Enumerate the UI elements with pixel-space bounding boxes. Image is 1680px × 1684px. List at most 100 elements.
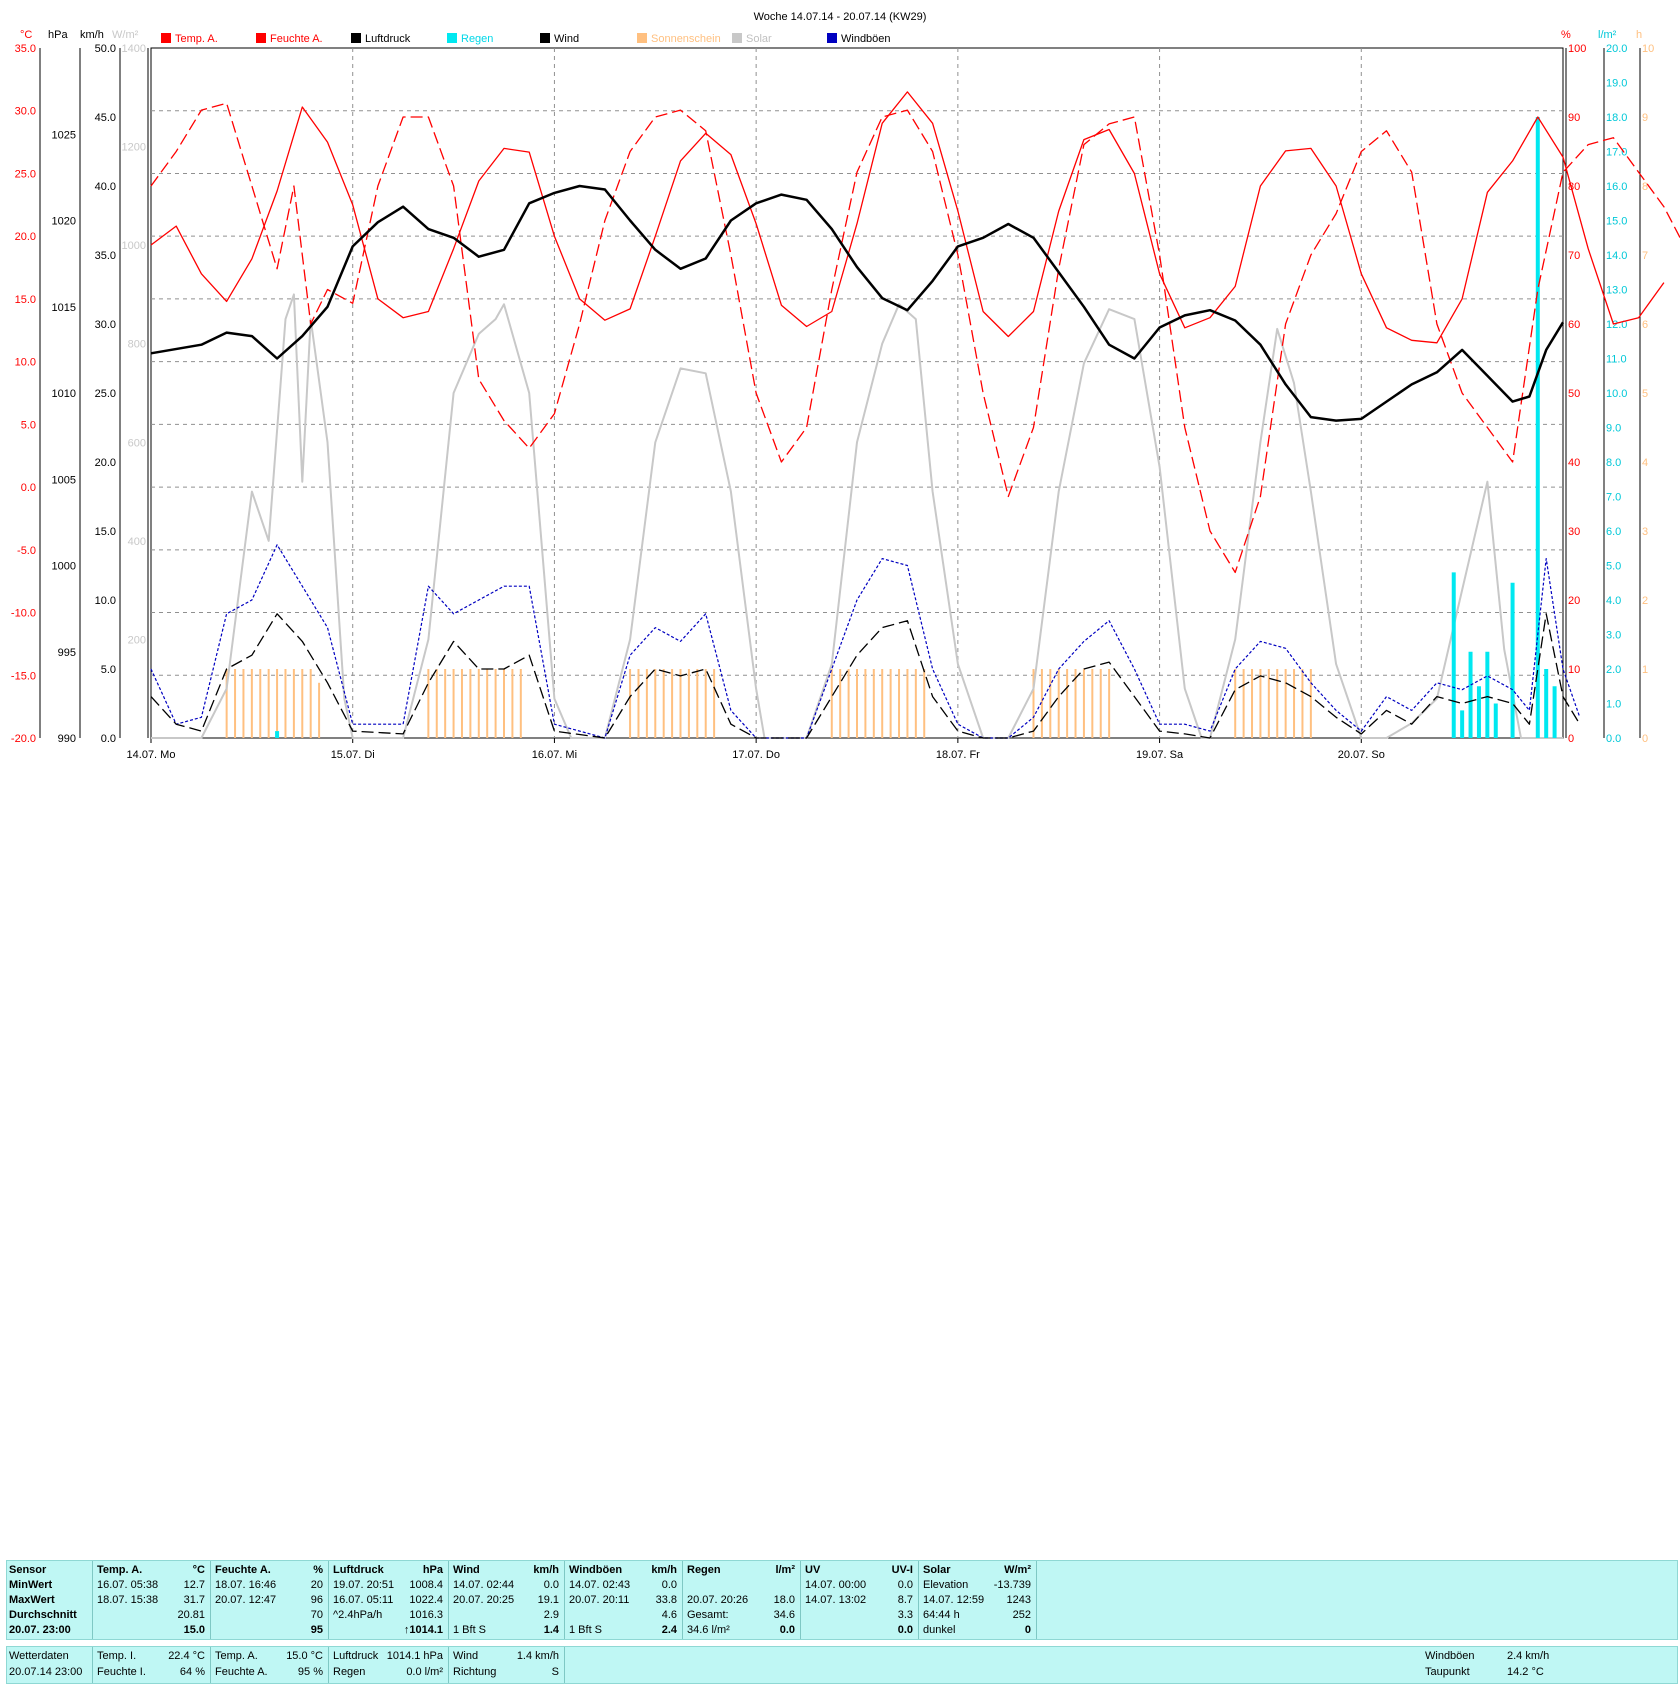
temp-tick-label: -20.0 [11,733,36,745]
rain-unit-label: l/m² [1598,29,1617,41]
solar-row-date: dunkel [923,1624,956,1636]
humidity-tick-label: 20 [1568,595,1580,607]
temp-row-date: 18.07. 15:38 [97,1594,159,1606]
pressure-tick-label: 1000 [52,561,76,573]
sun-tick-label: 5 [1642,388,1648,400]
wind-tick-label: 25.0 [95,388,116,400]
solar-row-value: 252 [1012,1609,1031,1621]
press-row-value: 1022.4 [409,1594,443,1606]
wind-tick-label: 20.0 [95,457,116,469]
rain-row-date: 20.07. 20:26 [687,1594,749,1606]
sensor-header: Sensor [9,1564,47,1576]
uv-unit: UV-I [891,1564,913,1576]
regen-label: Regen [333,1666,366,1678]
temp-row-value: 12.7 [183,1579,205,1591]
temp-i-label: Temp. I. [97,1650,137,1662]
sensor-row-label: MaxWert [9,1594,55,1606]
hum-header: Feuchte A. [215,1564,271,1576]
sun-tick-label: 1 [1642,664,1648,676]
windboeen-label: Windböen [1425,1650,1475,1662]
gust-row-value: 33.8 [655,1594,677,1606]
hum-row-value: 95 [310,1624,323,1636]
legend-swatch [161,33,171,43]
legend-label: Windböen [841,33,891,45]
plot-frame [150,47,1564,739]
legend-swatch [540,33,550,43]
temp-tick-label: 0.0 [21,482,36,494]
wind-row-value: 1.4 [543,1624,559,1636]
temp-i-value: 22.4 °C [168,1650,205,1662]
stats-panel: Sensor MinWert MaxWert Durchschnitt 20.07. 2… [0,778,1680,1684]
legend-label: Temp. A. [175,33,218,45]
windboeen-value: 2.4 km/h [1507,1650,1550,1662]
feuchte-a-value: 95 % [297,1666,323,1678]
pressure-tick-label: 990 [58,733,76,745]
rain-unit: l/m² [775,1564,795,1576]
solar-row-date: 14.07. 12:59 [923,1594,985,1606]
feuchte-a-line [150,102,1680,574]
temp-unit-label: °C [20,29,32,41]
temp-tick-label: 20.0 [15,231,36,243]
press-row-value: ↑1014.1 [403,1624,443,1636]
legend-label: Sonnenschein [651,33,721,45]
sun-tick-label: 3 [1642,526,1648,538]
sun-tick-label: 9 [1642,112,1648,124]
solar-unit: W/m² [1004,1564,1031,1576]
sensor-row-label: Durchschnitt [9,1609,77,1621]
feuchte-i-label: Feuchte I. [97,1666,146,1678]
solar-tick-label: 200 [128,634,146,646]
humidity-unit-label: % [1561,29,1571,41]
pressure-tick-label: 1025 [52,129,76,141]
x-tick-label: 14.07. Mo [127,749,176,761]
pressure-tick-label: 1005 [52,474,76,486]
rain-row-value: 18.0 [773,1594,795,1606]
hum-row-date: 20.07. 12:47 [215,1594,277,1606]
uv-row-value: 3.3 [897,1609,913,1621]
hum-unit: % [313,1564,323,1576]
gust-row-date: 14.07. 02:43 [569,1579,631,1591]
solar-tick-label: 800 [128,339,146,351]
taupunkt-label: Taupunkt [1425,1666,1470,1678]
wind-line [150,613,1581,739]
temp-row-value: 15.0 [183,1624,205,1636]
hum-row-value: 70 [310,1609,323,1621]
rain-tick-label: 3.0 [1606,630,1621,642]
press-row-date: ^2.4hPa/h [333,1609,383,1621]
humidity-tick-label: 40 [1568,457,1580,469]
gust-header: Windböen [569,1564,623,1576]
uv-row-date: 14.07. 13:02 [805,1594,867,1606]
wind-tick-label: 40.0 [95,181,116,193]
solar-row-date: Elevation [923,1579,969,1591]
uv-row-date: 14.07. 00:00 [805,1579,867,1591]
wind-header: Wind [453,1564,480,1576]
sun-tick-label: 0 [1642,733,1648,745]
temp-tick-label: 25.0 [15,168,36,180]
rain-tick-label: 8.0 [1606,457,1621,469]
solar-tick-label: 400 [128,536,146,548]
solar-tick-label: 1000 [122,240,146,252]
legend-swatch [637,33,647,43]
pressure-unit-label: hPa [48,29,68,41]
solar-header: Solar [923,1564,951,1576]
wind-row-value: 0.0 [543,1579,559,1591]
legend-swatch [256,33,266,43]
temp-a-line [150,91,1665,344]
solar-tick-label: 1400 [122,43,146,55]
solar-row-value: 1243 [1006,1594,1031,1606]
wind-unit: km/h [533,1564,559,1576]
wind-row-value: 2.9 [543,1609,559,1621]
rain-tick-label: 17.0 [1606,147,1627,159]
hum-row-date: 18.07. 16:46 [215,1579,277,1591]
wind-unit-label: km/h [80,29,104,41]
uv-row-value: 8.7 [897,1594,913,1606]
weather-chart: Woche 14.07.14 - 20.07.14 (KW29) °C hPa km/… [11,11,1680,761]
pressure-tick-label: 1020 [52,216,76,228]
pressure-tick-label: 1015 [52,302,76,314]
uv-header: UV [805,1564,821,1576]
taupunkt-value: 14.2 °C [1507,1666,1544,1678]
regen-value: 0.0 l/m² [406,1666,443,1678]
temp-tick-label: -15.0 [11,670,36,682]
solar-line [151,293,1563,739]
gust-row-value: 2.4 [661,1624,677,1636]
temp-tick-label: 10.0 [15,357,36,369]
